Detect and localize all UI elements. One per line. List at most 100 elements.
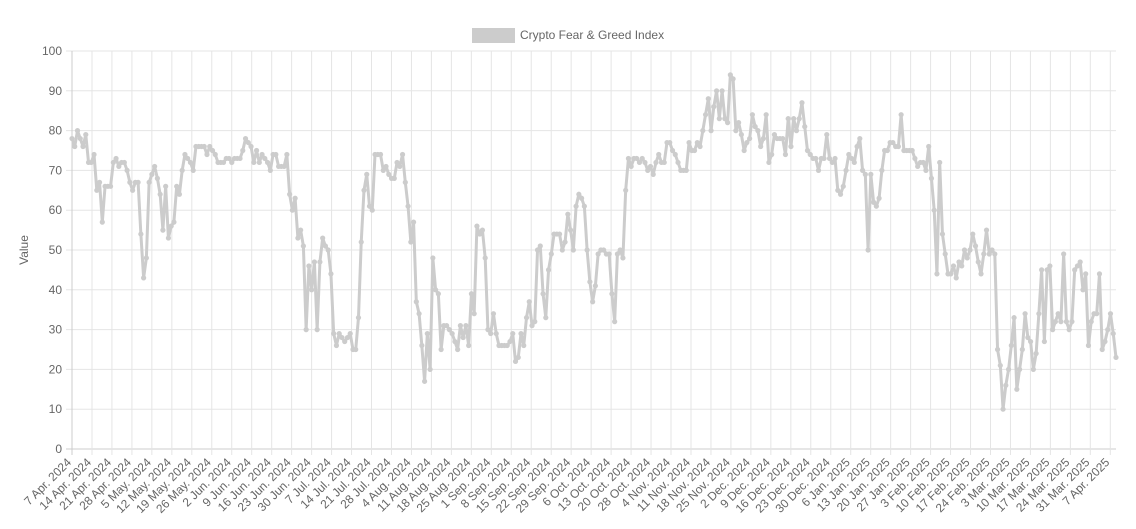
data-point-109 (369, 207, 375, 213)
data-point-181 (567, 227, 574, 233)
data-point-15 (110, 159, 116, 166)
data-point-246 (747, 135, 753, 142)
data-point-289 (865, 247, 871, 253)
data-point-377 (1107, 311, 1114, 317)
data-point-64 (245, 139, 251, 146)
data-point-81 (292, 195, 298, 201)
data-point-273 (821, 155, 827, 162)
data-point-79 (287, 191, 293, 197)
y-axis-title: Value (17, 235, 31, 265)
data-point-142 (460, 334, 466, 341)
data-point-332 (983, 227, 990, 233)
y-tick-label-40: 40 (49, 283, 63, 297)
data-point-238 (724, 120, 731, 126)
data-point-313 (931, 207, 937, 213)
data-point-374 (1099, 346, 1105, 353)
data-point-42 (185, 155, 191, 162)
data-point-197 (612, 319, 618, 325)
y-tick-label-70: 70 (49, 163, 63, 177)
y-tick-label-80: 80 (49, 124, 63, 138)
data-point-300 (895, 143, 901, 150)
data-point-83 (298, 227, 304, 233)
data-point-39 (176, 191, 183, 197)
data-point-294 (879, 167, 885, 173)
data-point-33 (160, 227, 166, 233)
data-point-250 (758, 143, 764, 150)
data-point-223 (683, 167, 689, 173)
legend-label[interactable]: Crypto Fear & Greed Index (520, 28, 664, 42)
data-point-154 (493, 330, 499, 337)
legend[interactable]: Crypto Fear & Greed Index (472, 28, 664, 43)
data-point-61 (237, 155, 243, 162)
data-point-215 (661, 159, 667, 166)
data-point-91 (320, 235, 326, 241)
data-point-283 (848, 155, 855, 162)
data-point-178 (559, 247, 565, 253)
data-point-323 (959, 263, 965, 269)
data-point-379 (1113, 354, 1119, 361)
data-point-240 (730, 76, 736, 82)
data-point-62 (240, 147, 246, 154)
data-point-150 (482, 255, 488, 261)
data-point-119 (397, 163, 403, 170)
data-point-174 (548, 251, 554, 257)
data-point-25 (138, 231, 144, 237)
data-point-97 (336, 330, 342, 337)
data-point-200 (620, 255, 626, 261)
data-points (69, 72, 1119, 412)
data-point-334 (989, 247, 995, 253)
data-point-359 (1058, 319, 1064, 325)
data-point-113 (380, 167, 386, 173)
data-point-307 (915, 163, 921, 170)
data-point-260 (785, 116, 791, 122)
data-point-103 (353, 346, 359, 353)
data-point-270 (813, 155, 819, 162)
data-point-366 (1077, 259, 1083, 265)
data-point-331 (981, 251, 987, 257)
data-point-170 (537, 243, 543, 249)
data-point-219 (672, 151, 678, 158)
data-point-264 (796, 116, 802, 122)
data-point-134 (438, 346, 444, 353)
data-point-226 (691, 147, 698, 154)
data-point-293 (876, 195, 882, 201)
data-point-232 (708, 128, 714, 134)
data-point-259 (782, 151, 789, 158)
data-point-49 (204, 151, 210, 158)
data-point-161 (512, 358, 519, 365)
data-point-55 (220, 159, 227, 166)
data-point-292 (873, 203, 879, 209)
legend-swatch[interactable] (472, 28, 515, 43)
data-point-327 (970, 231, 976, 237)
data-point-198 (614, 251, 621, 257)
data-point-58 (229, 159, 235, 166)
data-point-22 (130, 187, 136, 193)
data-point-112 (377, 151, 384, 158)
data-point-248 (752, 124, 758, 130)
data-point-14 (107, 183, 114, 189)
data-point-354 (1044, 267, 1050, 273)
data-point-227 (694, 139, 700, 146)
data-point-239 (727, 72, 733, 78)
data-point-35 (165, 235, 172, 241)
data-point-20 (124, 167, 130, 173)
data-point-177 (556, 231, 563, 237)
data-point-378 (1110, 330, 1116, 337)
data-point-370 (1088, 319, 1094, 325)
data-point-167 (529, 323, 535, 329)
data-point-1 (72, 143, 78, 150)
data-point-9 (94, 187, 100, 193)
data-point-34 (163, 183, 169, 189)
data-point-162 (515, 354, 521, 361)
data-point-189 (590, 299, 596, 305)
data-point-252 (763, 112, 769, 118)
data-point-52 (212, 151, 218, 158)
data-point-100 (344, 334, 351, 341)
data-point-180 (565, 211, 571, 217)
data-point-376 (1105, 327, 1111, 333)
data-point-368 (1083, 271, 1089, 277)
data-point-85 (303, 327, 309, 333)
data-point-328 (972, 243, 979, 249)
data-point-84 (300, 243, 306, 249)
data-point-82 (295, 235, 301, 241)
